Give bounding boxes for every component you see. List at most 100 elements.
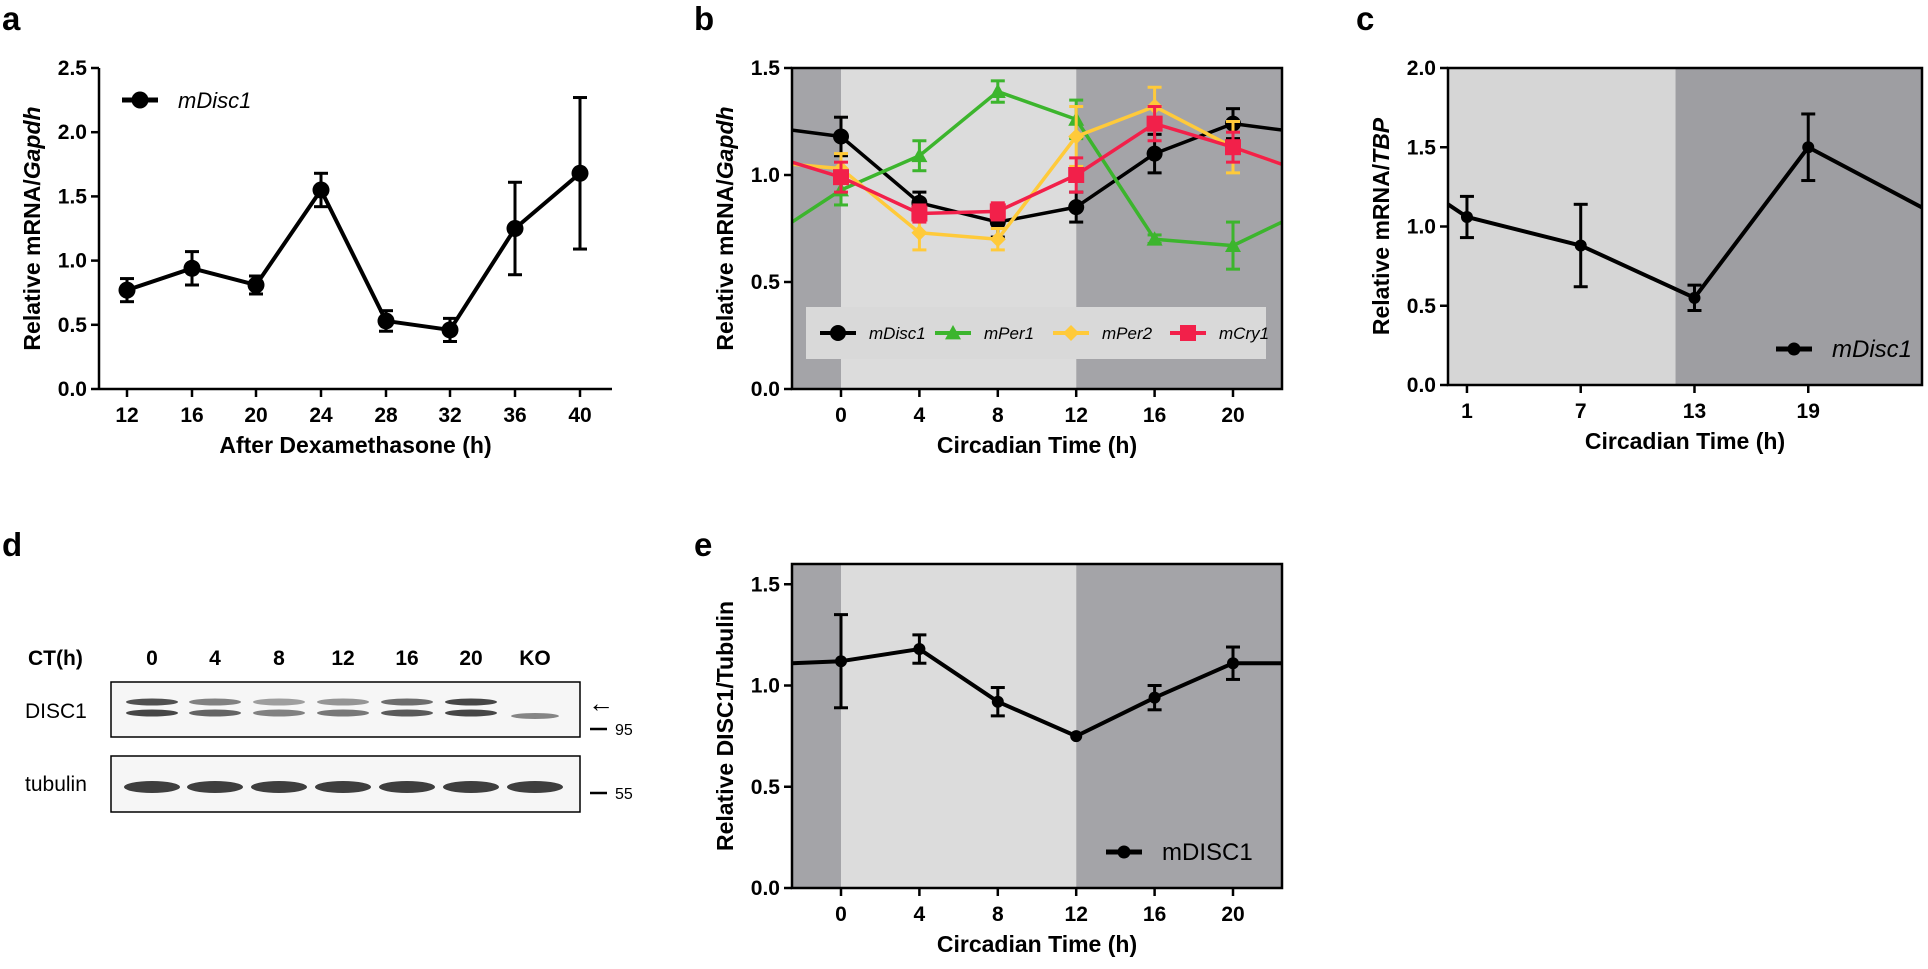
chart-e-xtick-label-1: 4	[914, 903, 926, 926]
chart-e-xtick-label-3: 12	[1065, 903, 1088, 926]
chart-c-ytick-label-1: 0.5	[1407, 295, 1437, 318]
blot-lane-label-3: 12	[331, 647, 354, 670]
chart-c-legend-marker	[1787, 342, 1801, 356]
panel-label-b: b	[694, 0, 714, 37]
chart-c-ytick-label-4: 2.0	[1407, 57, 1436, 80]
chart-e-ylabel-prefix: Relative DISC1/Tubulin	[712, 601, 738, 851]
panel-label-a: a	[2, 0, 21, 37]
chart-b-ytick-label-0: 0.0	[751, 378, 780, 401]
chart-a-line-mDisc1	[126, 171, 582, 332]
chart-b-point-mDisc1-4	[1146, 145, 1163, 162]
blot-membrane-disc1	[110, 681, 581, 738]
chart-a-point-mDisc1-5	[441, 321, 459, 339]
chart-a-point-mDisc1-7	[571, 164, 589, 182]
chart-b-legend-marker-mDisc1	[830, 325, 846, 341]
chart-c-ylabel: Relative mRNA/TBP	[1368, 117, 1394, 335]
chart-c-legend-label: mDisc1	[1832, 336, 1912, 363]
chart-b-ytick-label-1: 0.5	[751, 271, 781, 294]
chart-c-shade-night-1	[1675, 68, 1922, 385]
blot-marker-95: 95	[615, 722, 633, 739]
chart-a-point-mDisc1-4	[377, 312, 395, 330]
chart-a-xtick-label-4: 28	[374, 404, 398, 427]
chart-b-point-mPer1-1	[911, 147, 928, 163]
chart-a-ytick-label-1: 0.5	[58, 314, 88, 337]
chart-c-legend: mDisc1	[1776, 336, 1912, 363]
chart-b-xtick-label-0: 0	[835, 404, 847, 427]
blot-band-disc1-lower-0	[126, 709, 178, 717]
chart-b-legend-label-mPer1: mPer1	[984, 324, 1034, 343]
chart-a-xlabel: After Dexamethasone (h)	[219, 432, 491, 458]
chart-c-frame	[1446, 66, 1924, 387]
chart-a-ylabel: Relative mRNA/Gapdh	[19, 106, 45, 350]
chart-a-ytick-label-3: 1.5	[58, 185, 88, 208]
chart-b-point-mPer1-5	[1225, 237, 1241, 253]
chart-e-series-mDISC1	[792, 613, 1282, 743]
chart-e-point-mDISC1-2	[991, 695, 1004, 708]
chart-b-xtick-label-5: 20	[1221, 404, 1244, 427]
chart-a-xtick-label-5: 32	[438, 404, 461, 427]
chart-b-ylabel-prefix: Relative mRNA/	[712, 179, 738, 351]
blot-lane-labels: 0 4 8 12 16 20 KO	[146, 647, 551, 670]
chart-e-ytick-label-2: 1.0	[751, 675, 780, 698]
chart-a-ytick-label-5: 2.5	[58, 57, 88, 80]
chart-e-point-mDISC1-3	[1070, 730, 1083, 743]
blot-band-tubulin-1	[187, 781, 243, 793]
blot-ct-label: CT(h)	[28, 647, 83, 670]
chart-b: 0.0 0.5 1.0 1.5 0 4 8 12 16 20 Circadian Time (h) R…	[712, 57, 1284, 458]
chart-b-frame	[790, 66, 1284, 391]
chart-c-point-mDisc1-2	[1688, 291, 1701, 304]
chart-b-legend-marker-mPer1	[945, 325, 961, 340]
blot-arrow-icon: ←	[588, 688, 614, 718]
blot-band-disc1-lower-2	[253, 709, 305, 717]
chart-b-point-mCry1-5	[1225, 139, 1241, 156]
chart-a-point-mDisc1-1	[183, 259, 201, 277]
chart-c: 0.0 0.5 1.0 1.5 2.0 1 7 13 19 Circadian Time (h) R…	[1368, 57, 1924, 454]
chart-c-xtick-label-2: 13	[1683, 400, 1706, 423]
chart-a-series-mDisc1	[118, 96, 589, 343]
blot-band-disc1-upper-1	[189, 698, 241, 706]
chart-e-ytick-label-3: 1.5	[751, 573, 781, 596]
chart-b-point-mPer2-1	[911, 224, 928, 241]
chart-b-legend-marker-mCry1	[1180, 325, 1196, 341]
chart-e-ytick-label-0: 0.0	[751, 877, 780, 900]
blot-lane-label-2: 8	[273, 647, 285, 670]
panel-label-c: c	[1356, 0, 1374, 37]
chart-b-series-mCry1	[792, 105, 1282, 224]
chart-b-point-mPer1-4	[1146, 231, 1163, 246]
chart-c-xtick-label-0: 1	[1461, 400, 1473, 423]
chart-b-legend: mDisc1 mPer1 mPer2 mCry1	[806, 307, 1269, 359]
chart-a-xtick-label-0: 12	[115, 404, 138, 427]
chart-e-point-mDISC1-0	[835, 655, 847, 668]
chart-b-ytick-label-2: 1.0	[751, 164, 780, 187]
chart-e-frame	[790, 562, 1284, 890]
chart-e-shade-night-2	[1076, 564, 1282, 888]
chart-b-point-mDisc1-0	[833, 128, 849, 145]
chart-a-xtick-label-3: 24	[309, 404, 333, 427]
chart-e-xlabel: Circadian Time (h)	[937, 931, 1137, 957]
chart-a-point-mDisc1-0	[118, 281, 136, 299]
chart-c-shade-day-0	[1448, 68, 1676, 385]
blot-lane-label-0: 0	[146, 647, 158, 670]
chart-c-xlabel: Circadian Time (h)	[1585, 428, 1785, 454]
chart-e-legend-label: mDISC1	[1162, 839, 1253, 866]
chart-e-point-mDISC1-4	[1148, 691, 1161, 704]
chart-b-line-mCry1	[792, 121, 1282, 216]
chart-e-shade-day-1	[841, 564, 1077, 888]
chart-b-legend-label-mPer2: mPer2	[1102, 324, 1153, 343]
blot-band-tubulin-2	[251, 781, 307, 793]
chart-b-legend-marker-mPer2	[1063, 325, 1079, 341]
chart-a-xtick-label-6: 36	[503, 404, 526, 427]
chart-a-point-mDisc1-3	[312, 181, 330, 199]
blot-band-tubulin-3	[315, 781, 371, 793]
chart-c-ytick-label-0: 0.0	[1407, 374, 1436, 397]
blot-band-tubulin-0	[124, 781, 180, 793]
chart-b-point-mPer2-3	[1068, 128, 1085, 145]
chart-a: 0.0 0.5 1.0 1.5 2.0 2.5 12 16 20 24 28 32 36 40 After …	[19, 57, 612, 458]
chart-a-xtick-label-7: 40	[568, 404, 591, 427]
chart-b-series-mDisc1	[792, 107, 1282, 239]
blot-band-disc1-upper-5	[445, 698, 497, 706]
chart-b-legend-label-mCry1: mCry1	[1219, 324, 1269, 343]
chart-b-xtick-label-4: 16	[1143, 404, 1166, 427]
blot-band-disc1-lower-3	[317, 709, 369, 717]
blot-band-tubulin-4	[379, 781, 435, 793]
